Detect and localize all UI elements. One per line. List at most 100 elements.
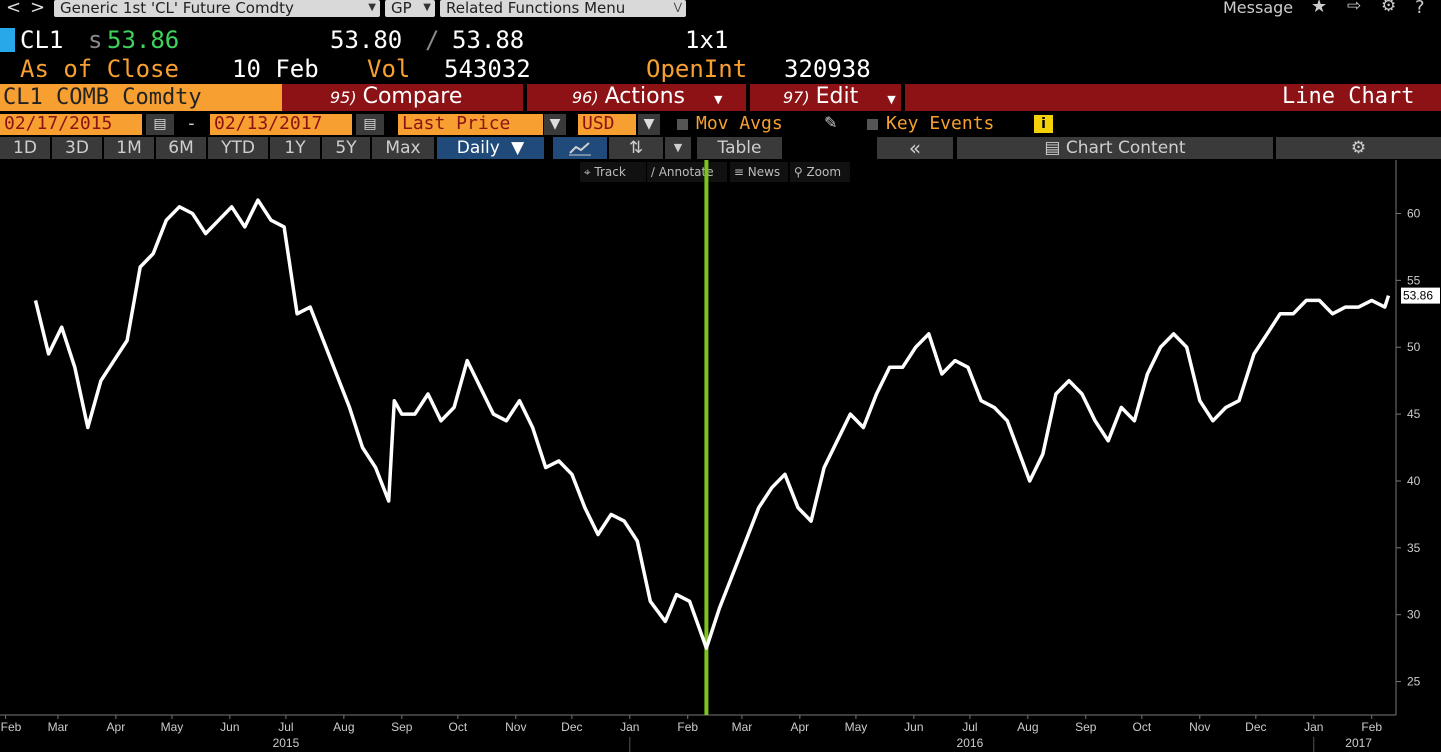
volume-label: Vol (367, 55, 411, 83)
y-tick-label: 60 (1407, 206, 1421, 220)
x-tick-label: Dec (561, 720, 582, 734)
bid-ask-size: 1x1 (685, 26, 729, 54)
currency-selector[interactable]: USD (578, 114, 636, 135)
chevron-down-icon: ▼ (713, 93, 723, 106)
x-tick-label: Nov (1189, 720, 1210, 734)
gear-icon[interactable]: ⚙ (1276, 137, 1441, 159)
period-bar: 1D 3D 1M 6M YTD 1Y 5Y Max Daily ▼ ⇅ ▼ Ta… (0, 137, 1441, 159)
zoom-tool[interactable]: ⚲ Zoom (790, 162, 850, 182)
zoom-label: Zoom (806, 165, 842, 179)
period-ytd[interactable]: YTD (208, 137, 268, 159)
chevron-down-icon[interactable]: ▼ (544, 114, 566, 135)
x-tick-label: Mar (732, 720, 753, 734)
period-1d[interactable]: 1D (0, 137, 50, 159)
year-label: 2015 (273, 736, 300, 750)
security-selector[interactable]: Generic 1st 'CL' Future Comdty ▼ (54, 0, 380, 17)
compare-number: 95) (330, 88, 357, 107)
period-3d[interactable]: 3D (52, 137, 102, 159)
crosshair-icon: ⌖ (583, 165, 591, 179)
star-icon[interactable]: ★˙ (1311, 0, 1337, 17)
security-field-label: CL1 COMB Comdty (3, 85, 202, 110)
y-tick-label: 55 (1407, 273, 1421, 287)
x-tick-label: Sep (1075, 720, 1097, 734)
period-1y[interactable]: 1Y (270, 137, 320, 159)
source-selector[interactable]: GP ▼ (385, 0, 435, 17)
last-value-tag (1401, 287, 1440, 304)
related-functions-label: Related Functions Menu (446, 0, 626, 17)
news-icon: ≡ (733, 165, 744, 179)
year-label: 2017 (1345, 736, 1372, 750)
message-link[interactable]: Message (1223, 0, 1294, 17)
security-selector-label: Generic 1st 'CL' Future Comdty (60, 0, 294, 17)
edit-button[interactable]: 97) Edit ▼ (783, 84, 896, 111)
pencil-icon[interactable]: ✎ (824, 113, 838, 132)
key-events-label: Key Events (886, 113, 995, 134)
bid-ask-separator: / (425, 26, 440, 54)
chart-content-button[interactable]: ▤ Chart Content (957, 137, 1273, 159)
x-tick-label: Feb (1361, 720, 1382, 734)
actions-button[interactable]: 96) Actions ▼ (572, 84, 722, 111)
collapse-button[interactable]: « (877, 137, 953, 159)
edit-label: Edit (815, 84, 859, 109)
chevron-down-icon[interactable]: ▼ (638, 114, 660, 135)
chevron-down-icon: ⋁ (673, 2, 682, 13)
compare-button[interactable]: 95) Compare (330, 84, 462, 111)
export-icon[interactable]: ⇨˙ (1347, 0, 1370, 16)
info-icon[interactable]: i (1034, 115, 1053, 133)
end-date-field[interactable]: 02/13/2017 (210, 114, 352, 135)
field-selector[interactable]: Last Price (398, 114, 543, 135)
top-toolbar: < > Generic 1st 'CL' Future Comdty ▼ GP … (0, 0, 1441, 18)
x-tick-label: Aug (1017, 720, 1038, 734)
ask-price: 53.88 (452, 26, 525, 54)
mov-avgs-checkbox[interactable] (677, 119, 688, 130)
y-tick-label: 25 (1407, 675, 1421, 689)
x-tick-label: Nov (505, 720, 526, 734)
key-events-checkbox[interactable] (867, 119, 878, 130)
chevron-down-icon: ▼ (887, 93, 896, 106)
x-tick-label: Apr (107, 720, 126, 734)
news-tool[interactable]: ≡ News (730, 162, 788, 182)
y-tick-label: 35 (1407, 541, 1421, 555)
y-tick-label: 45 (1407, 407, 1421, 421)
back-icon[interactable]: < (6, 0, 22, 18)
related-functions-menu[interactable]: Related Functions Menu ⋁ (440, 0, 686, 17)
period-6m[interactable]: 6M (156, 137, 206, 159)
period-max[interactable]: Max (372, 137, 434, 159)
period-5y[interactable]: 5Y (322, 137, 370, 159)
x-tick-label: May (845, 720, 868, 734)
period-1m[interactable]: 1M (104, 137, 154, 159)
x-tick-label: Aug (333, 720, 354, 734)
as-of-label: As of Close (20, 55, 179, 83)
date-bar: 02/17/2015 ▤ - 02/13/2017 ▤ Last Price ▼… (0, 113, 1441, 135)
chart-style-dropdown-icon[interactable]: ▼ (665, 137, 691, 159)
track-tool[interactable]: ⌖ Track (580, 162, 646, 182)
bid-price: 53.80 (330, 26, 403, 54)
price-chart[interactable]: 25 30 35 40 45 50 55 60 Feb Mar Apr May Jun Jul Aug Se… (0, 160, 1441, 752)
last-value-label: 53.86 (1403, 289, 1433, 303)
x-tick-label: May (161, 720, 184, 734)
forward-icon[interactable]: > (30, 0, 46, 18)
frequency-selector[interactable]: Daily ▼ (437, 137, 544, 159)
last-price-prefix: s (88, 26, 103, 54)
line-chart-icon[interactable] (553, 137, 607, 159)
track-label: Track (594, 165, 626, 179)
currency-selector-label: USD (582, 113, 615, 134)
price-line (33, 198, 1391, 650)
x-tick-label: Jun (904, 720, 923, 734)
gear-icon[interactable]: ⚙˙ (1381, 0, 1405, 16)
calendar-icon[interactable]: ▤ (146, 114, 174, 135)
start-date-field[interactable]: 02/17/2015 (0, 114, 142, 135)
x-axis: Feb Mar Apr May Jun Jul Aug Sep Oct Nov Dec Jan Feb M… (0, 714, 1396, 752)
bar-chart-icon[interactable]: ⇅ (609, 137, 663, 159)
annotate-label: Annotate (658, 165, 714, 179)
edit-number: 97) (783, 88, 810, 107)
help-icon[interactable]: ? (1415, 0, 1425, 18)
table-button[interactable]: Table (697, 137, 782, 159)
actions-number: 96) (572, 88, 599, 107)
chart-type-label: Line Chart (1282, 84, 1415, 109)
security-field[interactable]: CL1 COMB Comdty (0, 84, 282, 111)
x-tick-label: Jan (1304, 720, 1323, 734)
date-range-dash: - (186, 113, 197, 134)
calendar-icon[interactable]: ▤ (356, 114, 384, 135)
open-interest-label: OpenInt (646, 55, 748, 83)
